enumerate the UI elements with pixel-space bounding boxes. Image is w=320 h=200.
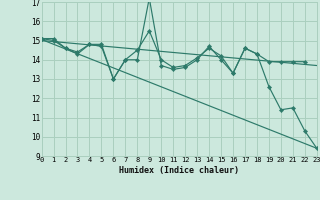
X-axis label: Humidex (Indice chaleur): Humidex (Indice chaleur) bbox=[119, 166, 239, 175]
